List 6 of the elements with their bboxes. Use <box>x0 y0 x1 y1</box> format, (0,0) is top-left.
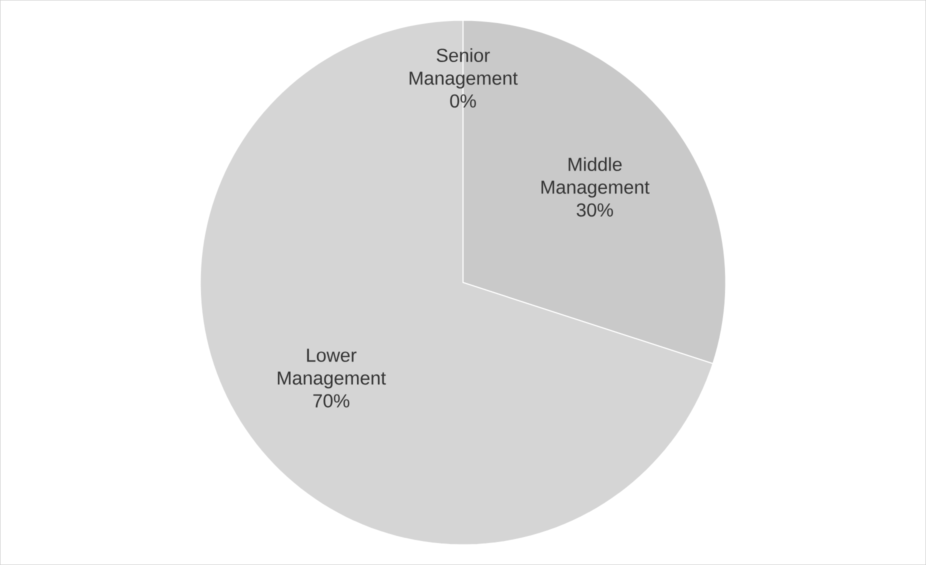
slice-label: Lower Management <box>278 348 386 388</box>
slice-label: Middle Management <box>542 157 650 198</box>
category-label: Senior Management <box>410 48 518 89</box>
text: 0% <box>450 94 476 108</box>
data-label: 70% <box>313 394 350 408</box>
data-label: 30% <box>576 203 613 217</box>
